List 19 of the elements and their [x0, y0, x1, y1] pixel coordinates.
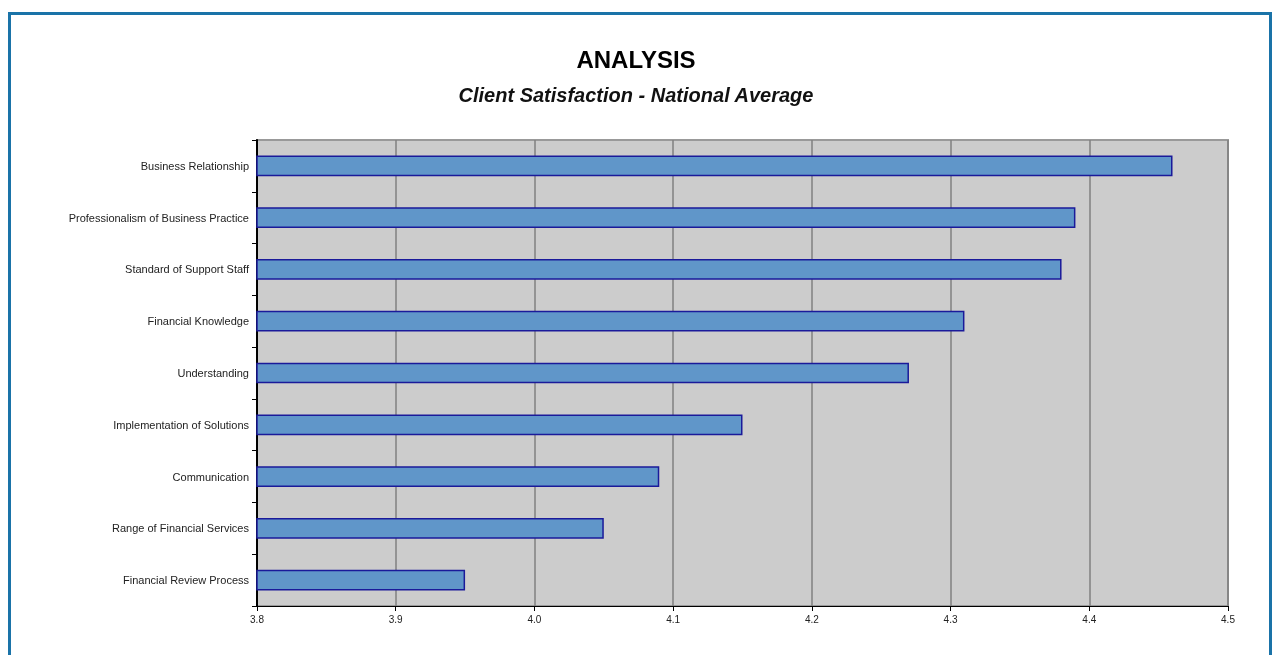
y-tick-label: Financial Review Process: [123, 574, 250, 587]
chart-title: ANALYSIS: [576, 45, 696, 73]
x-tick-label: 4.2: [804, 613, 820, 625]
x-tick-label: 3.9: [388, 613, 404, 625]
y-tick-label: Professionalism of Business Practice: [68, 211, 249, 224]
y-tick-label: Range of Financial Services: [112, 522, 250, 535]
x-tick-label: 4.4: [1082, 613, 1097, 625]
x-tick-label: 4.0: [527, 613, 542, 625]
y-tick-label: Understanding: [177, 367, 249, 379]
x-tick-label: 3.8: [250, 613, 265, 625]
y-tick-label: Communication: [172, 470, 249, 483]
x-tick-label: 4.1: [666, 613, 681, 625]
x-tick-label: 4.3: [943, 613, 958, 625]
chart-subtitle: Client Satisfaction - National Average: [458, 84, 814, 106]
x-tick-label: 4.5: [1221, 613, 1236, 625]
y-tick-label: Implementation of Solutions: [113, 418, 250, 431]
y-tick-label: Financial Knowledge: [147, 315, 249, 328]
y-tick-label: Business Relationship: [140, 159, 249, 172]
y-tick-label: Standard of Support Staff: [125, 263, 250, 276]
